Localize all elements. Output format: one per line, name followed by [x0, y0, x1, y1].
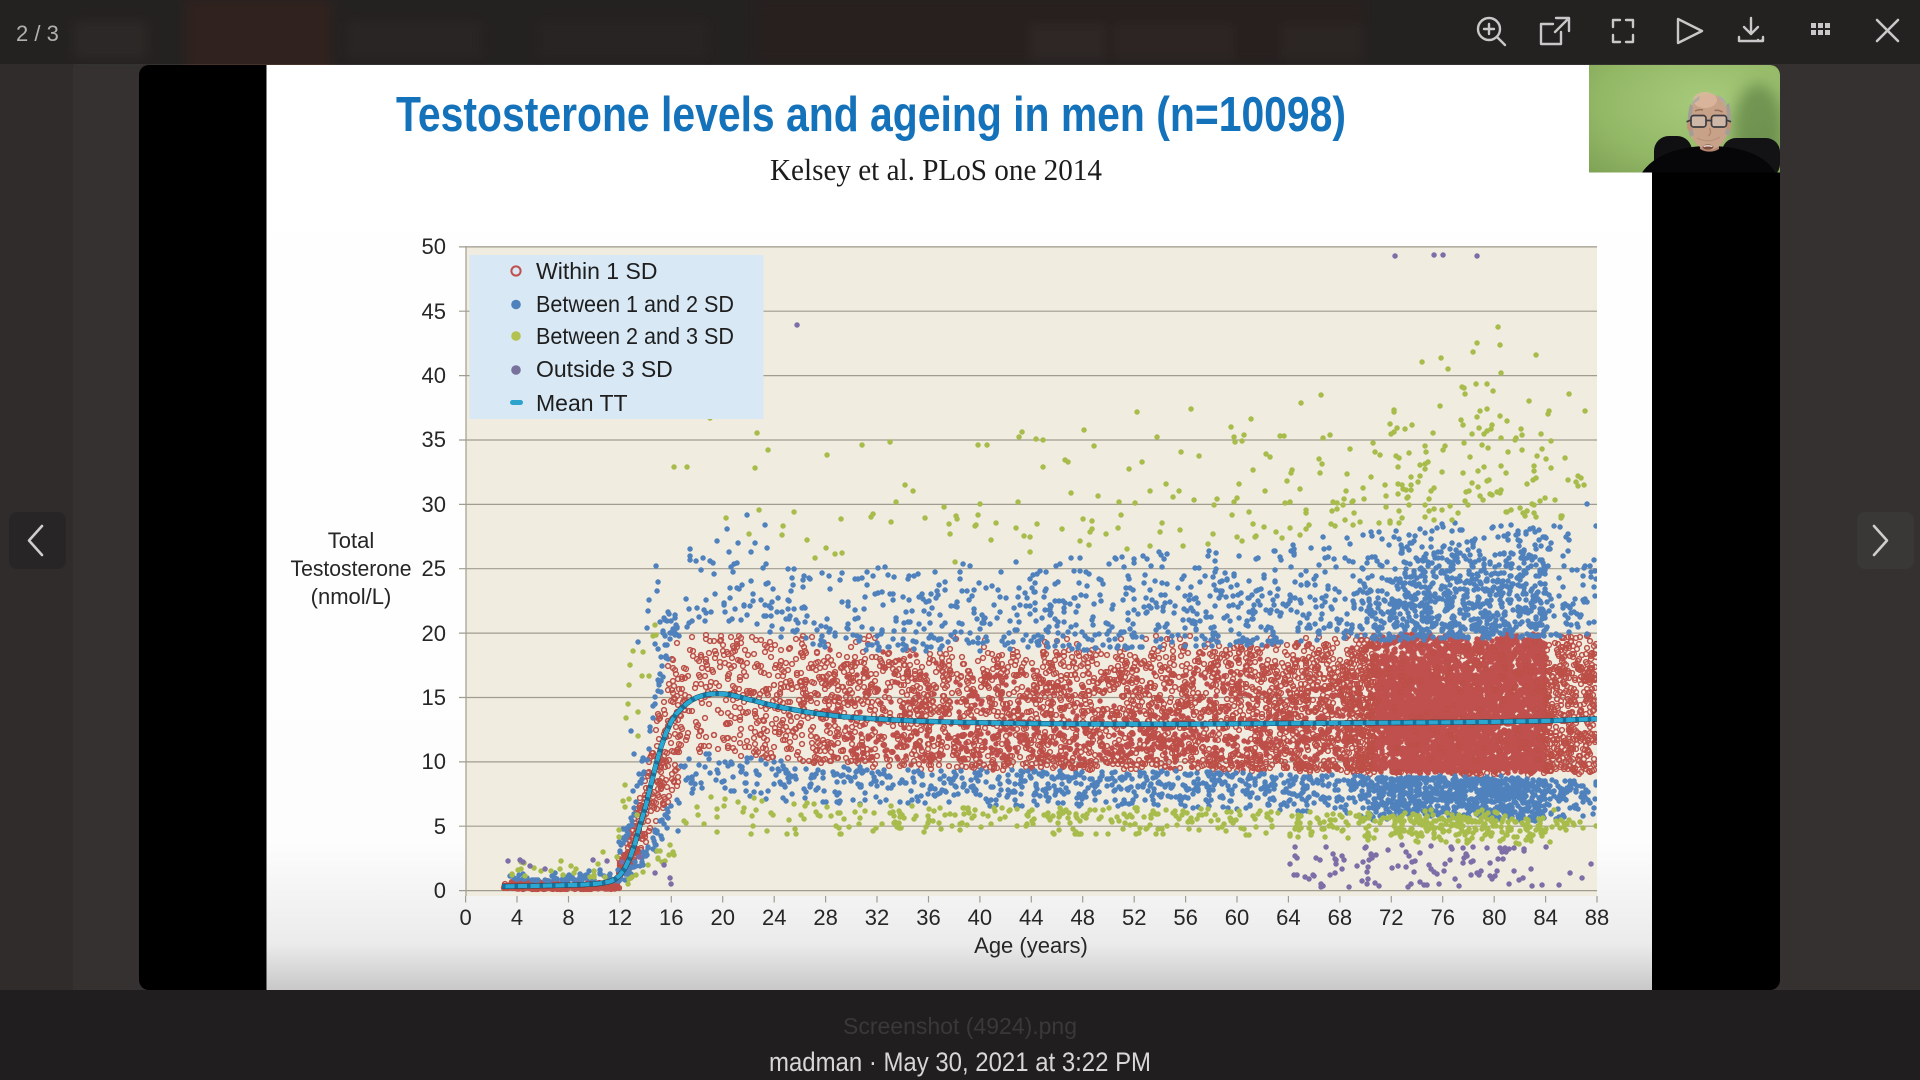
svg-text:56: 56 [1173, 905, 1197, 930]
svg-text:44: 44 [1019, 905, 1043, 930]
svg-text:48: 48 [1070, 905, 1094, 930]
svg-text:8: 8 [562, 905, 574, 930]
svg-text:Kelsey et al. PLoS one 2014: Kelsey et al. PLoS one 2014 [770, 152, 1102, 187]
svg-text:84: 84 [1533, 905, 1557, 930]
svg-text:35: 35 [422, 427, 446, 452]
svg-text:68: 68 [1328, 905, 1352, 930]
svg-text:40: 40 [968, 905, 992, 930]
svg-text:Mean TT: Mean TT [536, 390, 628, 416]
svg-text:Total: Total [328, 528, 374, 553]
svg-text:28: 28 [813, 905, 837, 930]
svg-text:76: 76 [1430, 905, 1454, 930]
svg-text:36: 36 [916, 905, 940, 930]
svg-text:madman · May 30, 2021 at 3:22: madman · May 30, 2021 at 3:22 PM [769, 1047, 1151, 1077]
svg-text:Between 1 and 2 SD: Between 1 and 2 SD [536, 291, 734, 317]
svg-text:0: 0 [434, 878, 446, 903]
svg-text:24: 24 [762, 905, 786, 930]
svg-text:(nmol/L): (nmol/L) [311, 584, 392, 609]
svg-text:16: 16 [659, 905, 683, 930]
svg-text:88: 88 [1585, 905, 1609, 930]
svg-text:Outside 3 SD: Outside 3 SD [536, 356, 673, 382]
svg-text:32: 32 [865, 905, 889, 930]
svg-text:72: 72 [1379, 905, 1403, 930]
svg-text:40: 40 [422, 363, 446, 388]
svg-text:30: 30 [422, 492, 446, 517]
svg-text:12: 12 [608, 905, 632, 930]
svg-text:80: 80 [1482, 905, 1506, 930]
svg-text:Within 1 SD: Within 1 SD [536, 258, 657, 284]
svg-text:60: 60 [1225, 905, 1249, 930]
svg-text:50: 50 [422, 234, 446, 259]
svg-text:2 / 3: 2 / 3 [16, 21, 59, 46]
svg-text:25: 25 [422, 556, 446, 581]
svg-text:5: 5 [434, 814, 446, 839]
svg-text:Screenshot (4924).png: Screenshot (4924).png [843, 1013, 1077, 1039]
svg-text:Age (years): Age (years) [974, 933, 1088, 958]
svg-text:10: 10 [422, 749, 446, 774]
svg-text:45: 45 [422, 299, 446, 324]
svg-text:20: 20 [422, 621, 446, 646]
svg-text:64: 64 [1276, 905, 1300, 930]
svg-text:52: 52 [1122, 905, 1146, 930]
svg-text:4: 4 [511, 905, 523, 930]
svg-text:20: 20 [710, 905, 734, 930]
svg-text:0: 0 [459, 905, 471, 930]
svg-text:Testosterone: Testosterone [291, 556, 412, 581]
svg-text:15: 15 [422, 685, 446, 710]
svg-text:Between 2 and 3 SD: Between 2 and 3 SD [536, 323, 734, 349]
svg-text:Testosterone levels and ageing: Testosterone levels and ageing in men (n… [396, 88, 1346, 142]
